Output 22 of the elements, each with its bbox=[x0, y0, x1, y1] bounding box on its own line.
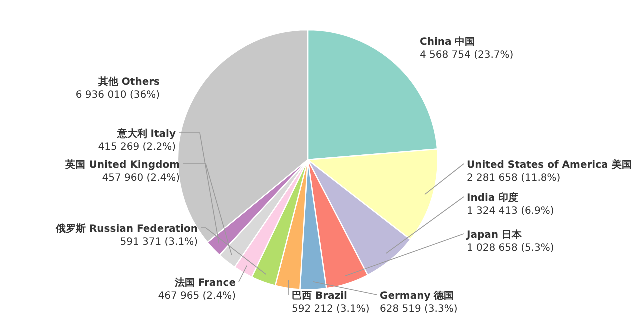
data-label: 415 269 (2.2%) bbox=[98, 142, 176, 153]
slice-label: India 印度 bbox=[467, 192, 519, 204]
slice-label: Japan 日本 bbox=[466, 229, 523, 241]
slice-label: 法国 France bbox=[174, 277, 236, 289]
slice-label: 其他 Others bbox=[97, 76, 160, 88]
slice-label: Germany 德国 bbox=[380, 290, 454, 302]
slice-label: 英国 United Kingdom bbox=[64, 159, 180, 171]
data-label: 1 028 658 (5.3%) bbox=[467, 243, 554, 254]
data-label: 1 324 413 (6.9%) bbox=[467, 206, 554, 217]
slice-label: United States of America 美国 bbox=[467, 159, 632, 171]
slice-label: 巴西 Brazil bbox=[292, 291, 348, 302]
slice-label: 俄罗斯 Russian Federation bbox=[54, 223, 198, 235]
data-label: 592 212 (3.1%) bbox=[292, 304, 370, 315]
data-label: 467 965 (2.4%) bbox=[158, 291, 236, 302]
data-label: 2 281 658 (11.8%) bbox=[467, 173, 561, 184]
slice-label: 意大利 Italy bbox=[116, 128, 176, 140]
data-label: 6 936 010 (36%) bbox=[76, 90, 160, 101]
data-label: 591 371 (3.1%) bbox=[120, 237, 198, 248]
data-label: 457 960 (2.4%) bbox=[102, 173, 180, 184]
data-label: 628 519 (3.3%) bbox=[380, 304, 458, 315]
data-label: 4 568 754 (23.7%) bbox=[420, 50, 514, 61]
slice-label: China 中国 bbox=[420, 36, 476, 48]
